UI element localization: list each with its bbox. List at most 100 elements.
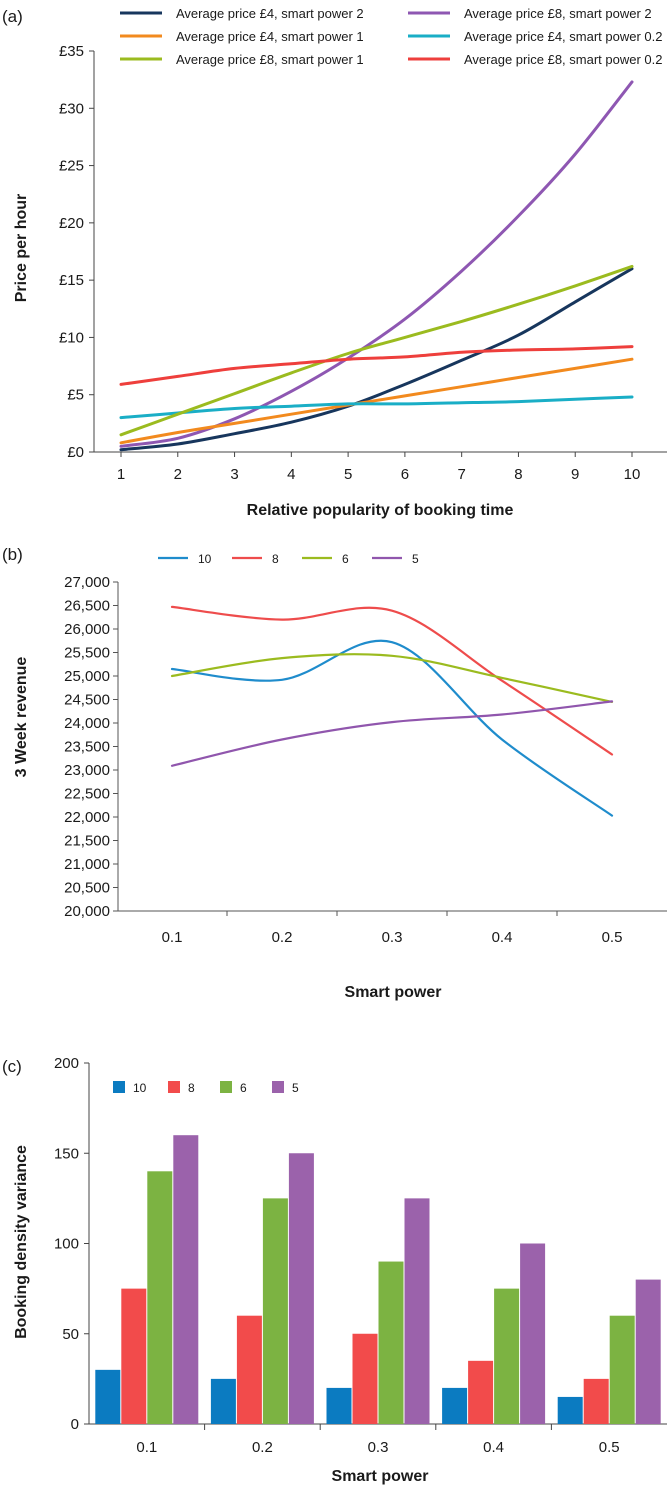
chart-b: (b) 3 Week revenue Smart power 20,000 20,… [2,545,667,1001]
chart-c-xtick-label: 0.5 [599,1439,620,1456]
chart-b-ytick-label: 23,000 [64,762,110,779]
chart-c-xlabel: Smart power [332,1468,429,1485]
chart-b-xtick-label: 0.2 [272,929,293,946]
chart-b-ytick-label: 22,000 [64,809,110,826]
chart-a-legend-label: Average price £4, smart power 0.2 [464,29,662,44]
chart-a-ytick-label: £5 [67,387,84,404]
chart-b-xtick-label: 0.5 [602,929,623,946]
chart-c-ytick-label: 200 [54,1055,79,1072]
chart-b-legend-label: 10 [198,552,212,566]
chart-a-xtick-label: 4 [287,466,295,483]
chart-b-ylabel: 3 Week revenue [13,657,30,778]
chart-b-ytick-label: 25,000 [64,668,110,685]
chart-b-ytick-label: 21,000 [64,856,110,873]
chart-a-series-line [119,267,634,452]
chart-c-bar [262,1198,288,1424]
chart-b-series-line [170,700,614,767]
chart-b-ytick-label: 25,500 [64,645,110,662]
chart-b-xtick-label: 0.4 [492,929,513,946]
chart-c-bar [121,1288,147,1424]
chart-b-ytick-label: 21,500 [64,833,110,850]
chart-b-ytick-label: 26,000 [64,621,110,638]
chart-b-xtick-label: 0.1 [162,929,183,946]
chart-a-xtick-label: 8 [514,466,522,483]
chart-c-xtick-label: 0.3 [368,1439,389,1456]
chart-c-bar [609,1315,635,1424]
chart-c-bar [173,1135,199,1424]
chart-a-ytick-label: £0 [67,444,84,461]
chart-c-ytick-label: 100 [54,1236,79,1253]
chart-a-ytick-label: £15 [59,272,84,289]
chart-b-ytick-label: 22,500 [64,786,110,803]
chart-b-series-line [170,639,614,817]
chart-c-bar [95,1369,121,1424]
chart-c-legend-swatch [113,1081,125,1093]
chart-c-bar [404,1198,430,1424]
chart-c-bar [236,1315,262,1424]
chart-b-ytick-label: 23,500 [64,739,110,756]
chart-c-bar [378,1261,404,1424]
chart-c-ytick-label: 50 [62,1326,79,1343]
chart-c-bar [635,1279,661,1424]
chart-b-ytick-label: 24,000 [64,715,110,732]
chart-a-series-line [119,357,634,445]
chart-a-xtick-label: 9 [571,466,579,483]
chart-c-xtick-label: 0.2 [252,1439,273,1456]
chart-b-legend-label: 6 [342,552,349,566]
chart-a-xtick-label: 7 [457,466,465,483]
chart-b-legend-label: 5 [412,552,419,566]
chart-a-series-line [119,345,634,386]
chart-c-legend-label: 5 [292,1081,299,1095]
chart-a-xtick-label: 10 [624,466,641,483]
chart-b-series-line [170,653,614,703]
chart-c-bar [288,1153,314,1424]
chart-a-legend-label: Average price £8, smart power 1 [176,52,364,67]
chart-c-bar [147,1171,173,1424]
chart-c-ytick-label: 0 [71,1416,79,1433]
chart-a-ytick-label: £35 [59,43,84,60]
chart-c-legend-label: 8 [188,1081,195,1095]
chart-b-ytick-label: 24,500 [64,692,110,709]
chart-a-legend-label: Average price £8, smart power 2 [464,6,652,21]
chart-a-xtick-label: 3 [230,466,238,483]
chart-c-bar [352,1333,378,1424]
chart-c-ytick-label: 150 [54,1145,79,1162]
chart-c-legend-swatch [272,1081,284,1093]
chart-c-bar [326,1387,352,1424]
chart-c-bar [494,1288,520,1424]
chart-a-ytick-label: £10 [59,329,84,346]
chart-c-bar [442,1387,468,1424]
chart-a-ylabel: Price per hour [13,194,30,302]
chart-c-bar [520,1243,546,1424]
chart-a-xtick-label: 5 [344,466,352,483]
chart-a-series-line [119,80,634,448]
chart-b-xlabel: Smart power [345,984,442,1001]
chart-c-ylabel: Booking density variance [13,1145,30,1339]
chart-a: (a) Price per hour Relative popularity o… [2,6,667,519]
chart-a-legend-label: Average price £8, smart power 0.2 [464,52,662,67]
chart-a-xlabel: Relative popularity of booking time [247,502,514,519]
chart-c: (c) Booking density variance Smart power… [2,1055,667,1485]
chart-a-legend-label: Average price £4, smart power 1 [176,29,364,44]
panel-a-label: (a) [2,7,23,26]
chart-b-ytick-label: 20,500 [64,880,110,897]
chart-a-ytick-label: £25 [59,158,84,175]
chart-b-ytick-label: 26,500 [64,598,110,615]
chart-a-ytick-label: £30 [59,100,84,117]
chart-c-bar [583,1378,609,1424]
chart-a-xtick-label: 6 [401,466,409,483]
chart-a-series-line [119,395,634,420]
chart-c-xtick-label: 0.1 [136,1439,157,1456]
chart-c-bar [210,1378,236,1424]
chart-a-legend-label: Average price £4, smart power 2 [176,6,364,21]
chart-c-bar [557,1396,583,1424]
chart-a-ytick-label: £20 [59,215,84,232]
chart-c-xtick-label: 0.4 [483,1439,504,1456]
panel-c-label: (c) [2,1057,22,1076]
chart-b-ytick-label: 20,000 [64,903,110,920]
chart-a-series-line [119,264,634,437]
chart-b-series-line [170,605,614,756]
chart-b-ytick-label: 27,000 [64,574,110,591]
chart-c-legend-label: 6 [240,1081,247,1095]
